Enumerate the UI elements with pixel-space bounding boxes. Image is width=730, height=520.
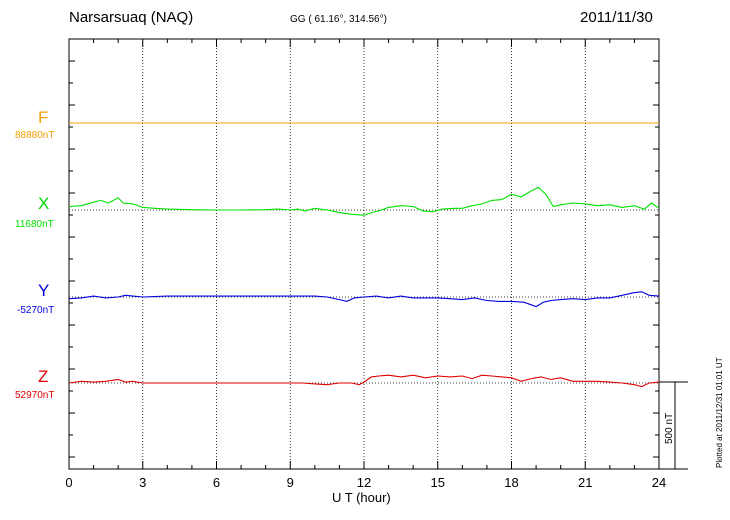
scale-bar [659,381,688,470]
plotted-note: Plotted at 2011/12/31 01:01 UT [715,357,724,468]
x-axis-label: U T (hour) [332,490,391,505]
station-coords: GG ( 61.16°, 314.56°) [290,14,387,25]
station-title: Narsarsuaq (NAQ) [69,9,194,26]
baseline-label-f: 88880nT [15,130,55,141]
scale-bar-label: 500 nT [664,412,675,444]
baseline-label-z: 52970nT [15,390,55,401]
x-tick-label: 0 [65,475,72,490]
baseline-label-x: 11680nT [15,219,54,230]
x-tick-labels: 0 3 6 9 12 15 18 21 24 [65,475,666,490]
series-label-y: Y [38,281,50,300]
chart-date: 2011/11/30 [580,9,653,26]
trace-z [68,374,660,388]
x-tick-label: 6 [213,475,220,490]
x-tick-label: 15 [431,475,445,490]
axis-ticks [68,39,660,469]
baseline-label-y: -5270nT [17,305,55,316]
x-tick-label: 3 [139,475,146,490]
series-traces [68,122,660,388]
trace-y [68,291,660,308]
x-tick-label: 21 [578,475,592,490]
trace-x [68,186,660,216]
x-tick-label: 18 [504,475,518,490]
x-tick-label: 9 [287,475,294,490]
series-label-f: F [38,108,49,127]
plot-frame [68,38,660,470]
series-label-z: Z [38,367,49,386]
vertical-grid [142,39,586,469]
series-label-x: X [38,194,50,213]
x-tick-label: 24 [652,475,666,490]
x-tick-label: 12 [357,475,371,490]
